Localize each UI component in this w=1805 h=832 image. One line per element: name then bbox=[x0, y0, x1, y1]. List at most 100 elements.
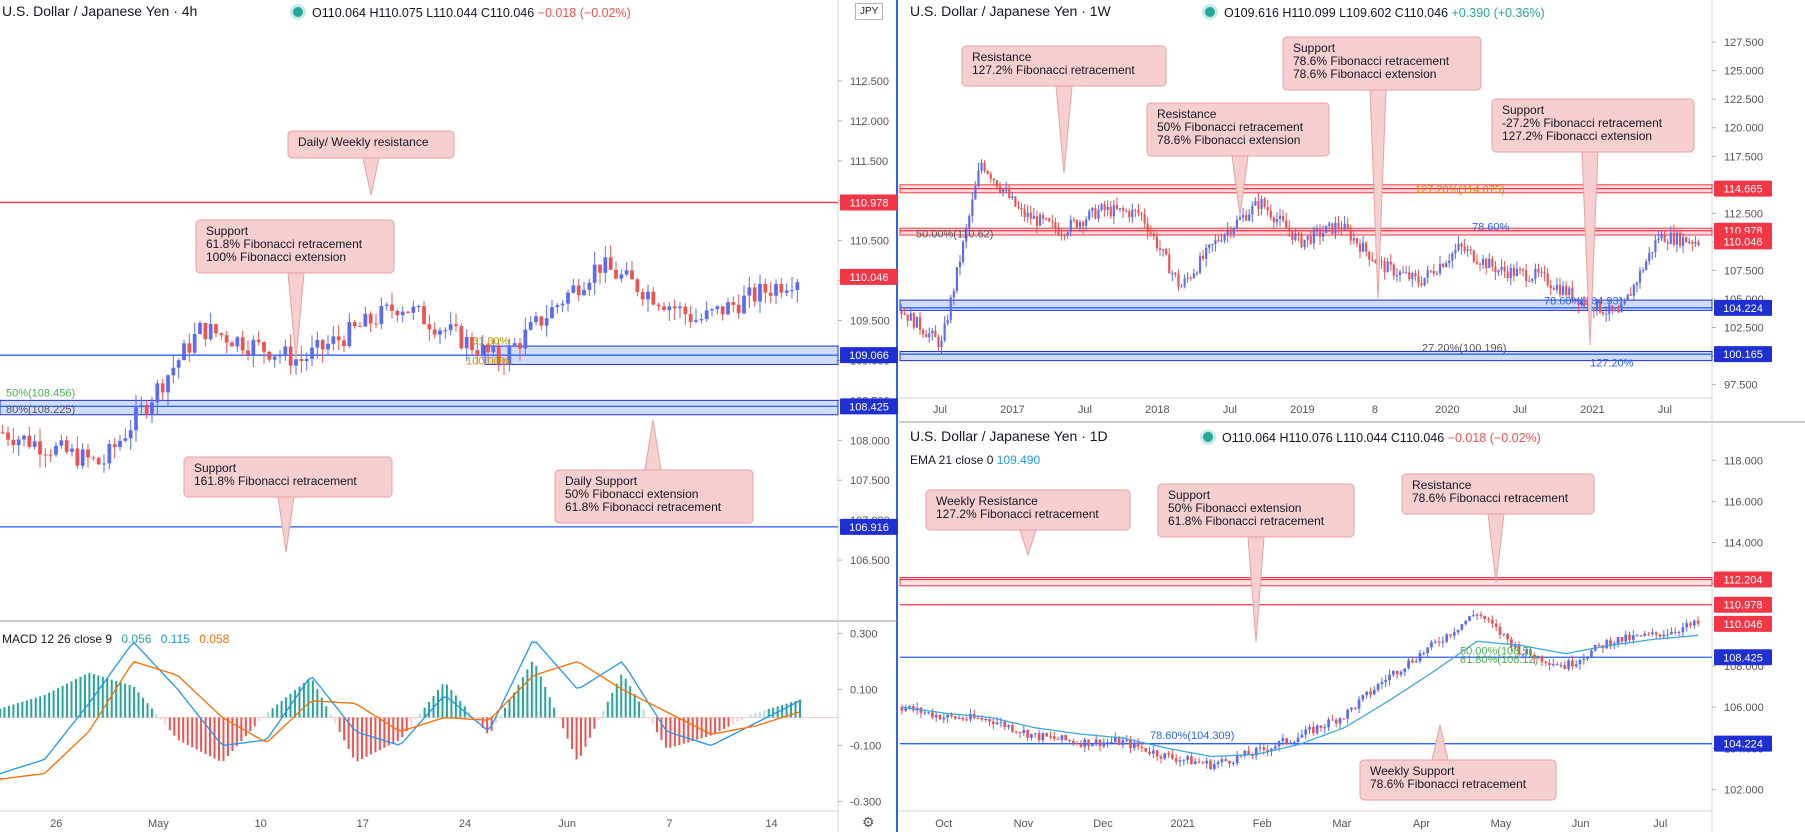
h4-candle-body bbox=[448, 324, 453, 331]
w1-candle-body bbox=[1626, 294, 1629, 300]
h4-candle-body bbox=[182, 343, 186, 361]
d1-candle-body bbox=[1555, 664, 1559, 666]
h4-price-tag bbox=[840, 347, 898, 364]
d1-candle-body bbox=[1376, 684, 1380, 690]
d1-candle-body bbox=[1285, 738, 1288, 744]
h4-candle-body bbox=[267, 351, 272, 360]
w1-candle-body bbox=[1426, 270, 1429, 278]
w1-candle-body bbox=[1168, 254, 1171, 274]
d1-candle-body bbox=[934, 714, 938, 718]
d1-candle-body bbox=[1186, 756, 1189, 760]
d1-candle-body bbox=[1548, 663, 1551, 666]
d1-candle-body bbox=[961, 717, 965, 720]
h4-candle-body bbox=[16, 439, 21, 446]
w1-ytick-label: 125.000 bbox=[1724, 66, 1764, 78]
h4-candle-body bbox=[662, 306, 666, 311]
w1-xtick-label: 2020 bbox=[1435, 404, 1459, 416]
w1-candle-body bbox=[1260, 198, 1263, 209]
d1-candle-body bbox=[1651, 632, 1654, 634]
h4-candle-body bbox=[59, 440, 64, 446]
w1-candle-body bbox=[1651, 252, 1654, 254]
w1-candle-body bbox=[1531, 279, 1534, 282]
w1-candle-body bbox=[1682, 237, 1685, 246]
d1-price-tag-label: 108.425 bbox=[1723, 652, 1763, 664]
h4-candle-body bbox=[86, 449, 90, 458]
d1-candle-body bbox=[1091, 744, 1094, 747]
w1-candle-body bbox=[934, 330, 937, 338]
d1-candle-body bbox=[1018, 732, 1022, 734]
w1-price-tag-label: 110.046 bbox=[1724, 236, 1763, 248]
d1-candle-body bbox=[1334, 719, 1338, 724]
d1-candle-body bbox=[1205, 760, 1208, 764]
h4-candle-body bbox=[406, 311, 410, 313]
d1-candle-body bbox=[976, 717, 980, 719]
w1-ohlc-readout: O109.616 H110.099 L109.602 C110.046 +0.3… bbox=[1202, 4, 1545, 20]
d1-candle-body bbox=[1578, 660, 1582, 665]
d1-candle-body bbox=[1235, 755, 1239, 764]
w1-candle-body bbox=[1660, 233, 1663, 239]
gear-icon[interactable]: ⚙ bbox=[862, 814, 875, 830]
w1-annotation-text: Resistance bbox=[1157, 107, 1217, 121]
h4-candle-body bbox=[747, 287, 752, 296]
d1-candle-body bbox=[1677, 632, 1681, 634]
w1-candle-body bbox=[1328, 223, 1331, 226]
w1-annotation-text: 78.6% Fibonacci extension bbox=[1293, 67, 1436, 81]
h4-xtick-label: 14 bbox=[765, 818, 777, 830]
h4-candle-body bbox=[112, 444, 117, 448]
w1-candle-body bbox=[940, 340, 943, 348]
w1-candle-body bbox=[1503, 266, 1506, 272]
d1-candle-body bbox=[1681, 627, 1685, 633]
h4-candle-body bbox=[603, 257, 608, 273]
h4-annotation-text: 61.8% Fibonacci retracement bbox=[565, 500, 722, 514]
w1-candle-body bbox=[1143, 214, 1146, 224]
w1-price-tag-label: 114.665 bbox=[1724, 184, 1763, 196]
d1-candle-body bbox=[1632, 635, 1635, 640]
h4-price-tag bbox=[840, 194, 898, 211]
d1-candle-body bbox=[1152, 750, 1155, 754]
d1-ytick-label: 114.000 bbox=[1724, 538, 1763, 550]
d1-candle-body bbox=[1026, 729, 1029, 738]
w1-candle-body bbox=[1011, 196, 1014, 199]
h4-candle-body bbox=[624, 270, 629, 275]
d1-candle-body bbox=[1331, 719, 1334, 721]
w1-candle-body bbox=[1552, 288, 1555, 290]
h4-candle-body bbox=[214, 324, 218, 334]
w1-candle-body bbox=[1623, 299, 1626, 305]
d1-candle-body bbox=[1418, 653, 1422, 662]
w1-candle-body bbox=[903, 313, 906, 315]
h4-candle-body bbox=[299, 358, 304, 361]
h4-xtick-label: 24 bbox=[459, 818, 471, 830]
w1-candle-body bbox=[1174, 272, 1177, 275]
w1-candle-body bbox=[1266, 206, 1269, 211]
d1-candle-body bbox=[1094, 739, 1098, 745]
w1-candle-body bbox=[1620, 304, 1623, 313]
h4-candle-body bbox=[395, 310, 400, 316]
d1-candle-body bbox=[1472, 615, 1475, 617]
w1-candle-body bbox=[1675, 232, 1678, 245]
h4-annotation-text: Support bbox=[206, 224, 249, 238]
d1-candle-body bbox=[1102, 742, 1106, 747]
h4-candle-body bbox=[432, 329, 437, 335]
w1-candle-body bbox=[1580, 299, 1583, 306]
d1-candle-body bbox=[908, 706, 911, 708]
w1-candle-body bbox=[1346, 223, 1349, 230]
w1-xtick-label: 2017 bbox=[1000, 404, 1024, 416]
h4-candle-body bbox=[134, 407, 138, 431]
w1-pane-title: U.S. Dollar / Japanese Yen · 1W bbox=[910, 3, 1111, 19]
h4-candle-body bbox=[502, 363, 506, 365]
w1-candle-body bbox=[1432, 270, 1435, 274]
w1-ytick-label: 117.500 bbox=[1724, 151, 1763, 163]
w1-candle-body bbox=[1112, 205, 1115, 217]
w1-candle-body bbox=[1232, 227, 1235, 234]
currency-badge[interactable]: JPY bbox=[855, 3, 884, 20]
w1-candle-body bbox=[1340, 227, 1343, 230]
h4-candle-body bbox=[656, 304, 661, 307]
w1-candle-body bbox=[1155, 236, 1158, 249]
h4-price-tag-label: 106.916 bbox=[849, 522, 889, 534]
h4-candle-body bbox=[43, 454, 48, 456]
h4-candle-body bbox=[752, 287, 757, 302]
w1-xtick-label: Jul bbox=[1658, 404, 1672, 416]
d1-candle-body bbox=[1563, 665, 1567, 669]
w1-candle-body bbox=[1091, 207, 1094, 211]
w1-candle-body bbox=[1318, 229, 1322, 237]
